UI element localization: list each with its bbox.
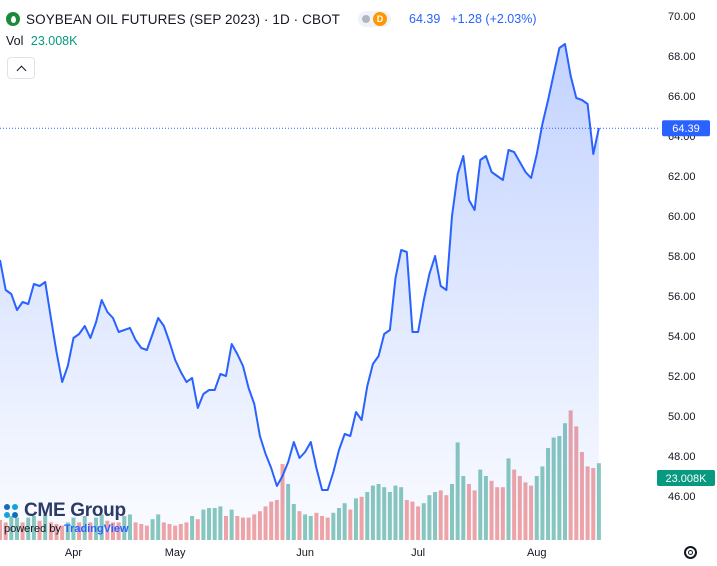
delayed-badge: D: [373, 12, 388, 26]
collapse-legend-button[interactable]: [7, 57, 35, 79]
volume-label: Vol: [6, 34, 24, 48]
symbol-title[interactable]: SOYBEAN OIL FUTURES (SEP 2023) · 1D · CB…: [26, 11, 341, 27]
y-tick-label: 48.00: [668, 451, 696, 463]
volume-value: 23.008K: [30, 34, 78, 48]
volume-tag-text: 23.008K: [666, 473, 708, 485]
y-tick-label: 50.00: [668, 411, 696, 423]
price-axis[interactable]: 46.00 48.00 50.00 52.00 54.00 56.00 58.00 60.00…: [668, 11, 696, 503]
y-tick-label: 62.00: [668, 171, 696, 183]
settings-gear-icon[interactable]: [684, 546, 697, 559]
x-tick-label: Aug: [527, 547, 547, 559]
y-tick-label: 56.00: [668, 291, 696, 303]
cme-logo-icon: [4, 503, 19, 519]
y-tick-label: 68.00: [668, 51, 696, 63]
x-tick-label: Jun: [296, 547, 314, 559]
legend-header: SOYBEAN OIL FUTURES (SEP 2023) · 1D · CB…: [6, 9, 536, 29]
cme-logo-text: CME Group: [24, 500, 126, 521]
price-change: +1.28 (+2.03%): [450, 12, 537, 26]
y-tick-label: 52.00: [668, 371, 696, 383]
symbol-logo-icon: [6, 12, 20, 26]
time-axis[interactable]: Apr May Jun Jul Aug: [65, 547, 547, 559]
y-tick-label: 60.00: [668, 211, 696, 223]
branding: CME Group powered by TradingView: [4, 500, 129, 535]
last-price: 64.39: [409, 12, 441, 26]
status-dot-icon: [362, 15, 371, 23]
x-tick-label: Apr: [65, 547, 82, 559]
x-tick-label: Jul: [411, 547, 425, 559]
volume-tag: 23.008K: [657, 470, 715, 486]
market-status-pill[interactable]: D: [358, 11, 392, 27]
x-tick-label: May: [165, 547, 186, 559]
y-tick-label: 58.00: [668, 251, 696, 263]
powered-by-label: powered by: [4, 523, 61, 535]
tradingview-link[interactable]: TradingView: [63, 523, 129, 535]
y-tick-label: 46.00: [668, 491, 696, 503]
last-price-tag-text: 64.39: [672, 123, 700, 135]
volume-legend: Vol 23.008K: [6, 34, 77, 48]
last-price-tag: 64.39: [662, 120, 710, 137]
price-area-fill: [0, 44, 599, 540]
price-line: [0, 43, 600, 491]
y-tick-label: 66.00: [668, 91, 696, 103]
y-tick-label: 54.00: [668, 331, 696, 343]
y-tick-label: 70.00: [668, 11, 696, 23]
powered-by: powered by TradingView: [4, 523, 129, 535]
